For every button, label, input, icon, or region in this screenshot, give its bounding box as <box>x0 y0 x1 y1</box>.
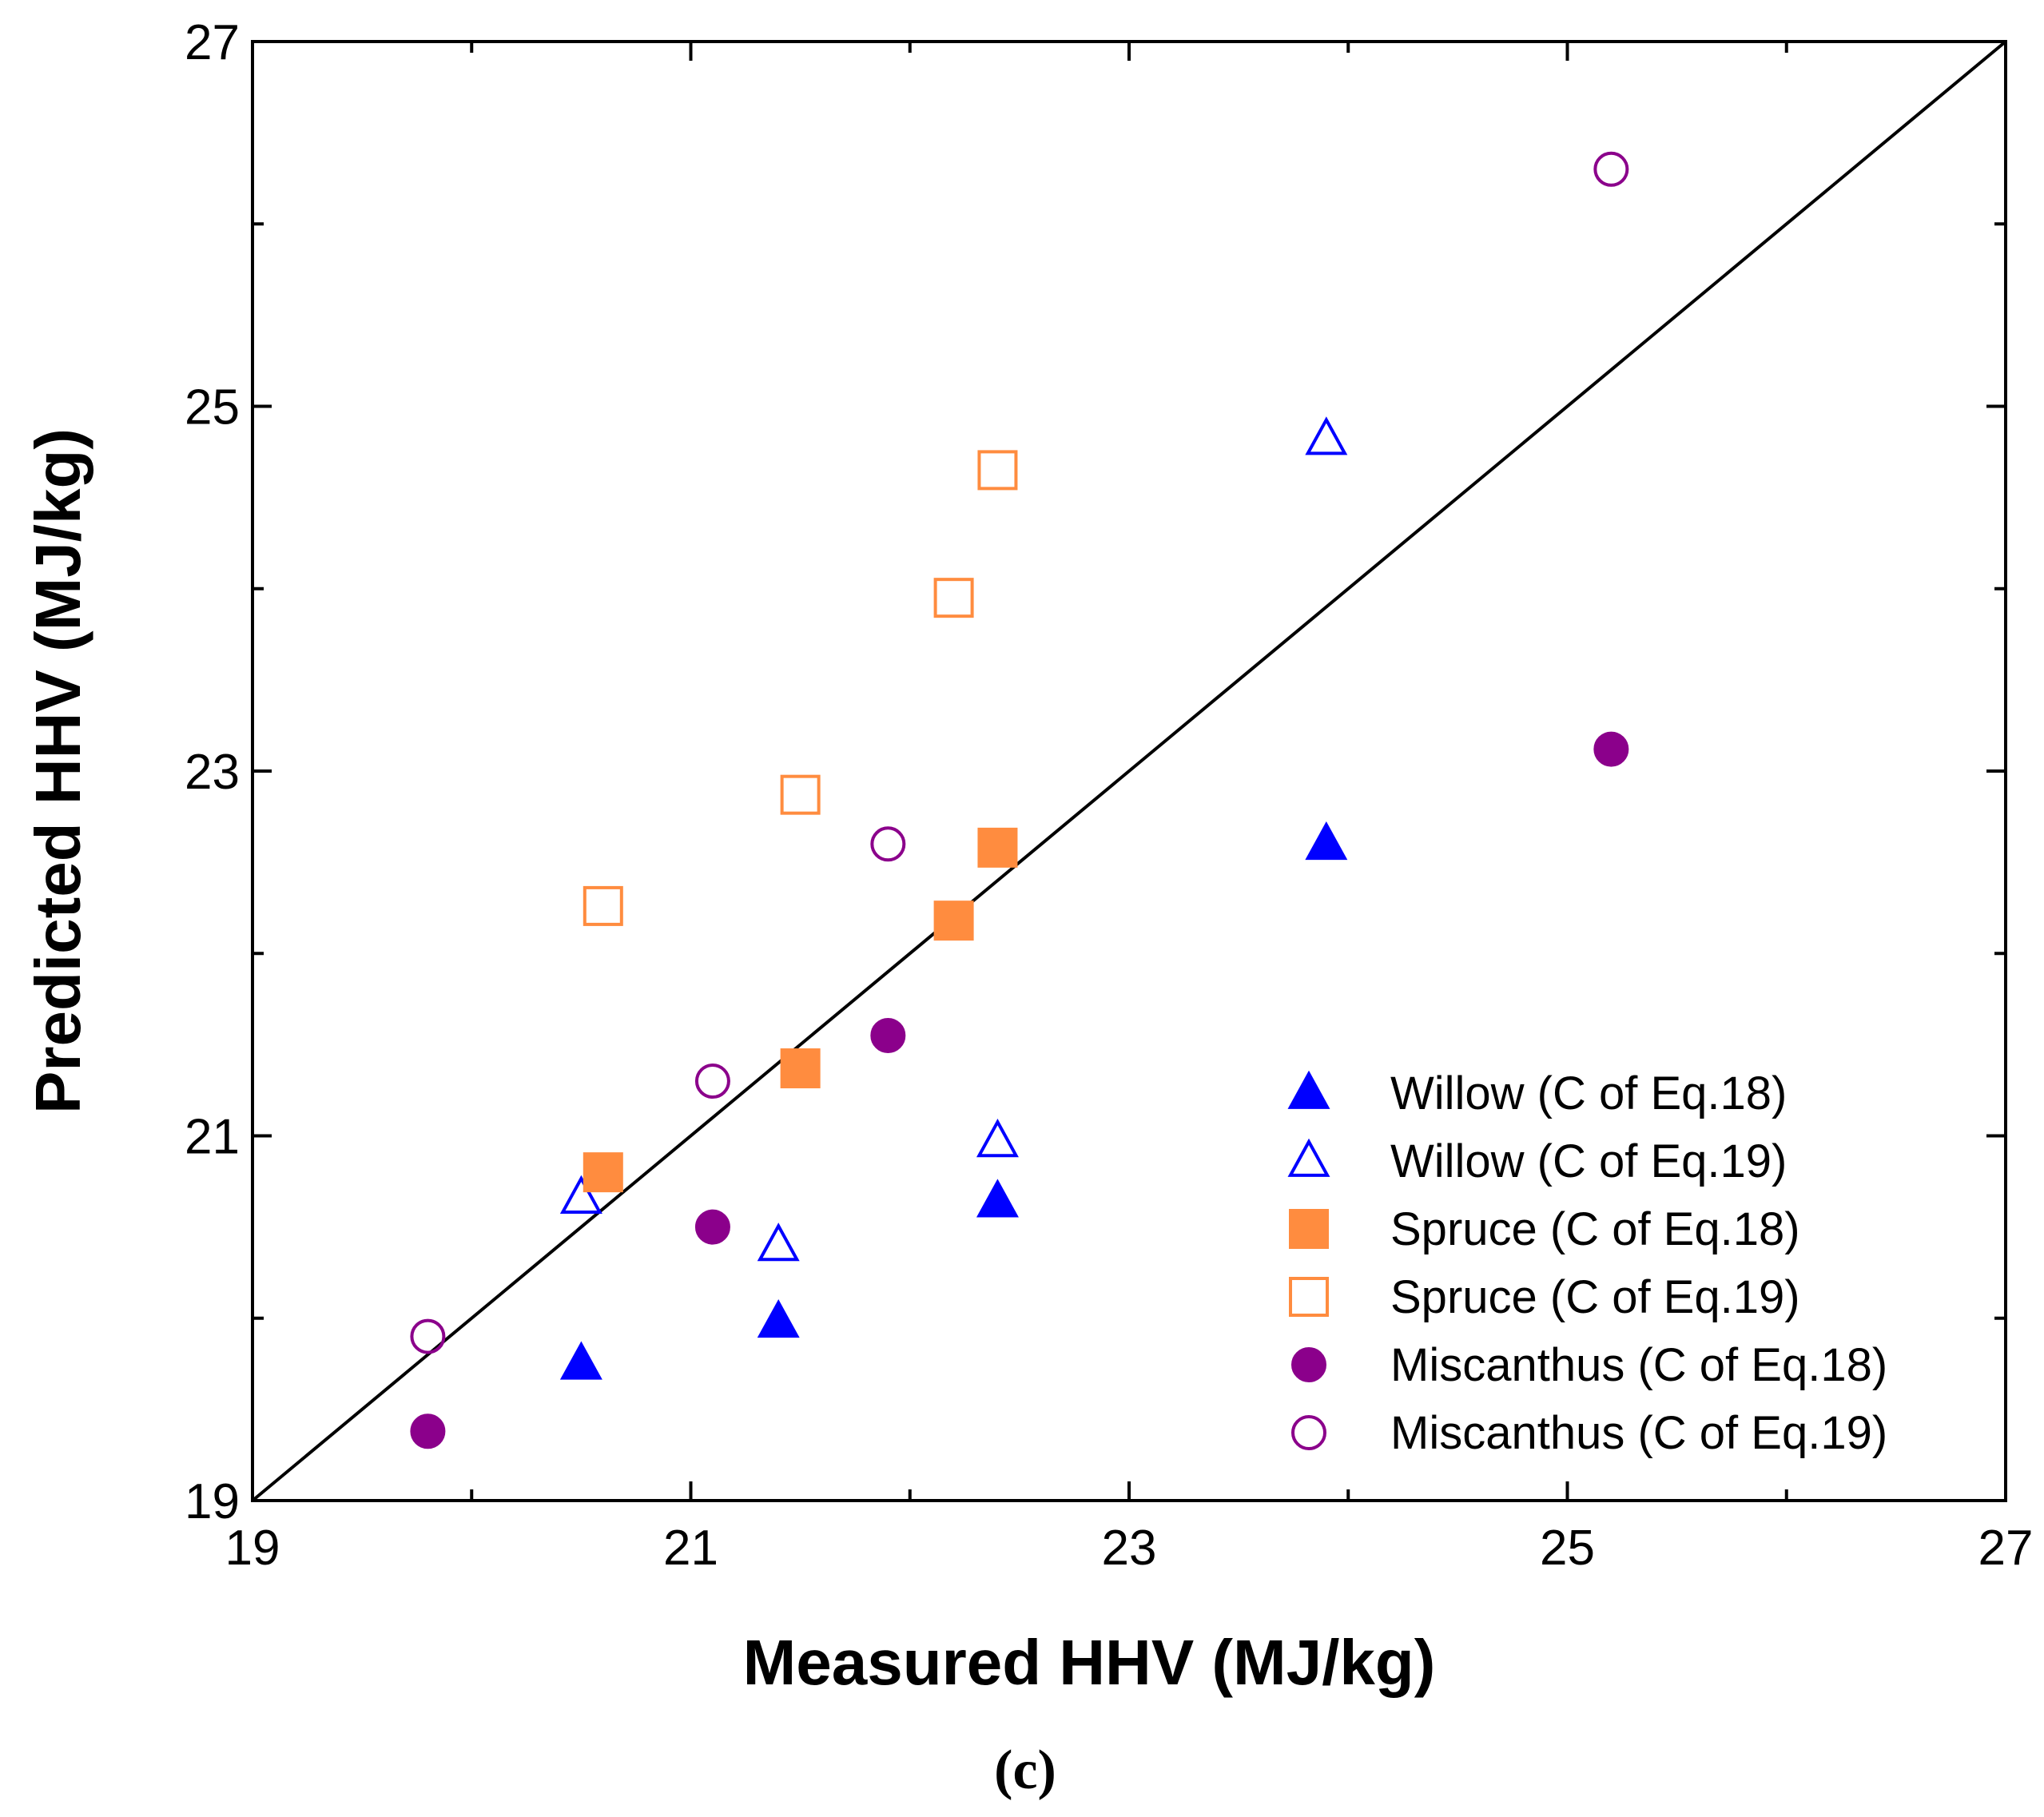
x-tick-label: 25 <box>1540 1521 1595 1576</box>
y-tick-label: 25 <box>185 380 240 435</box>
legend-marker <box>1289 1209 1329 1249</box>
data-point <box>933 901 974 941</box>
data-point <box>870 826 906 862</box>
data-point <box>933 578 974 618</box>
legend: Willow (C of Eq.18) Willow (C of Eq.19) Sp… <box>1287 1068 1887 1459</box>
data-point <box>976 1119 1019 1158</box>
data-point <box>410 1318 446 1354</box>
data-point <box>694 1209 730 1245</box>
y-axis-title: Predicted HHV (MJ/kg) <box>22 428 93 1114</box>
data-point <box>583 1152 623 1193</box>
data-point <box>1305 416 1348 455</box>
axis-ticks <box>251 40 2007 1502</box>
data-point <box>694 1064 730 1099</box>
legend-marker <box>1287 1070 1330 1109</box>
data-point <box>583 885 623 926</box>
data-point <box>977 827 1018 868</box>
data-point <box>559 1175 602 1214</box>
x-tick-label: 21 <box>663 1521 718 1576</box>
x-axis-title: Measured HHV (MJ/kg) <box>743 1627 1436 1698</box>
data-point <box>410 1413 446 1449</box>
data-points <box>410 151 1629 1449</box>
data-point <box>1593 151 1629 187</box>
y-tick-label: 21 <box>185 1110 240 1165</box>
data-point <box>757 1223 800 1262</box>
legend-marker <box>1287 1138 1330 1177</box>
x-tick-label: 23 <box>1102 1521 1157 1576</box>
legend-label: Spruce (C of Eq.18) <box>1390 1203 1800 1255</box>
data-point <box>757 1299 800 1338</box>
legend-marker <box>1289 1277 1329 1317</box>
legend-marker <box>1291 1347 1326 1382</box>
legend-label: Spruce (C of Eq.19) <box>1390 1271 1800 1323</box>
data-point <box>1593 731 1629 767</box>
data-point <box>780 1048 821 1089</box>
x-tick-label: 19 <box>225 1521 280 1576</box>
x-tick-label: 27 <box>1978 1521 2034 1576</box>
y-tick-label: 23 <box>185 745 240 800</box>
identity-reference-line <box>251 40 2007 1502</box>
legend-label: Willow (C of Eq.19) <box>1390 1135 1787 1187</box>
legend-label: Willow (C of Eq.18) <box>1390 1068 1787 1119</box>
data-point <box>1305 821 1348 861</box>
y-tick-label: 27 <box>185 15 240 70</box>
data-point <box>976 1179 1019 1218</box>
data-point <box>559 1341 602 1380</box>
data-point <box>977 450 1018 491</box>
data-point <box>780 774 821 815</box>
y-tick-label: 19 <box>185 1474 240 1529</box>
figure-caption: (c) <box>994 1739 1056 1801</box>
legend-label: Miscanthus (C of Eq.18) <box>1390 1339 1887 1391</box>
legend-label: Miscanthus (C of Eq.19) <box>1390 1407 1887 1459</box>
tick-labels: 19 21 23 25 27 19 21 23 25 27 <box>185 15 2033 1576</box>
legend-marker <box>1291 1415 1326 1450</box>
data-point <box>870 1017 906 1053</box>
